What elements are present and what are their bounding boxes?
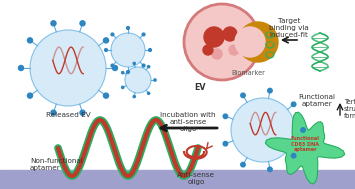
Circle shape (111, 64, 114, 67)
Circle shape (104, 93, 109, 98)
Circle shape (184, 4, 260, 80)
Polygon shape (266, 112, 345, 184)
Circle shape (18, 65, 23, 70)
Circle shape (30, 30, 106, 106)
Circle shape (121, 86, 124, 88)
Circle shape (127, 71, 130, 73)
Circle shape (212, 49, 222, 59)
Text: Functional
aptamer: Functional aptamer (299, 94, 335, 107)
Bar (0, 170, 355, 189)
Circle shape (80, 21, 85, 26)
Circle shape (203, 45, 213, 55)
Circle shape (241, 162, 245, 167)
Text: EV: EV (194, 83, 206, 92)
Circle shape (229, 45, 239, 55)
Circle shape (235, 27, 265, 57)
Text: Functional
CD63 DNA
aptamer: Functional CD63 DNA aptamer (290, 136, 320, 152)
Circle shape (223, 27, 237, 41)
Circle shape (147, 92, 150, 94)
Circle shape (142, 33, 145, 36)
Circle shape (301, 128, 305, 132)
Circle shape (231, 98, 295, 162)
Circle shape (127, 27, 130, 29)
Circle shape (268, 88, 272, 93)
Circle shape (121, 71, 124, 74)
Text: Released EV: Released EV (46, 112, 91, 118)
Circle shape (111, 33, 145, 67)
Circle shape (147, 66, 150, 68)
Circle shape (204, 27, 224, 47)
Circle shape (133, 62, 135, 65)
Circle shape (105, 49, 108, 51)
Circle shape (223, 114, 228, 119)
Circle shape (238, 22, 278, 62)
Circle shape (80, 110, 85, 115)
Circle shape (149, 49, 151, 51)
Text: Anti-sense
oligo: Anti-sense oligo (177, 172, 215, 185)
Circle shape (133, 95, 135, 98)
Circle shape (51, 21, 56, 26)
Circle shape (291, 153, 296, 158)
Circle shape (154, 79, 156, 81)
Text: Non-functional
aptamer: Non-functional aptamer (30, 158, 83, 171)
Text: Biomarker: Biomarker (231, 70, 265, 76)
Circle shape (241, 93, 245, 98)
Circle shape (113, 65, 118, 70)
Circle shape (223, 141, 228, 146)
Text: Target
binding via
induced-fit: Target binding via induced-fit (269, 18, 309, 38)
Circle shape (27, 38, 33, 43)
Circle shape (291, 102, 296, 107)
Circle shape (125, 67, 151, 93)
Circle shape (268, 167, 272, 172)
Circle shape (51, 110, 56, 115)
Circle shape (27, 93, 33, 98)
Text: Incubation with
anti-sense
oligo: Incubation with anti-sense oligo (160, 112, 216, 132)
Circle shape (104, 38, 109, 43)
Circle shape (142, 64, 145, 67)
Circle shape (111, 33, 114, 36)
Text: Tertiary
structure
formation: Tertiary structure formation (344, 99, 355, 119)
